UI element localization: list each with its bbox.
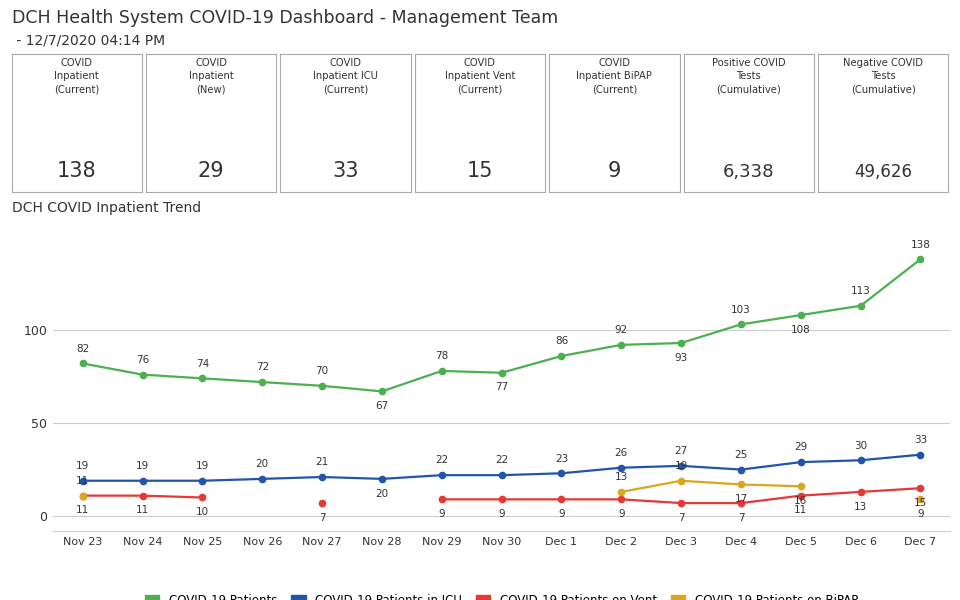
Text: 19: 19	[196, 461, 209, 471]
Text: 19: 19	[675, 461, 687, 471]
Text: 93: 93	[675, 353, 687, 363]
Text: 9: 9	[608, 161, 621, 181]
Text: 11: 11	[136, 505, 149, 515]
Text: 103: 103	[732, 305, 751, 314]
Text: 82: 82	[76, 344, 89, 354]
Text: COVID
Inpatient
(Current): COVID Inpatient (Current)	[54, 58, 100, 95]
Text: COVID
Inpatient BiPAP
(Current): COVID Inpatient BiPAP (Current)	[576, 58, 653, 95]
Text: 72: 72	[255, 362, 269, 373]
Text: 23: 23	[555, 454, 568, 464]
Text: COVID
Inpatient
(New): COVID Inpatient (New)	[189, 58, 233, 95]
Text: DCH COVID Inpatient Trend: DCH COVID Inpatient Trend	[12, 201, 201, 215]
Text: 20: 20	[375, 488, 389, 499]
Text: 22: 22	[495, 455, 508, 466]
Text: 74: 74	[196, 359, 209, 368]
Text: 10: 10	[196, 507, 209, 517]
Text: 9: 9	[618, 509, 625, 519]
Text: 13: 13	[614, 472, 628, 482]
Text: 16: 16	[794, 496, 807, 506]
Text: DCH Health System COVID-19 Dashboard - Management Team: DCH Health System COVID-19 Dashboard - M…	[12, 9, 558, 27]
Text: Negative COVID
Tests
(Cumulative): Negative COVID Tests (Cumulative)	[843, 58, 924, 95]
Text: 11: 11	[76, 505, 89, 515]
Text: 19: 19	[76, 461, 89, 471]
Text: 17: 17	[734, 494, 748, 504]
Text: 9: 9	[498, 509, 505, 519]
Text: 92: 92	[614, 325, 628, 335]
Text: 33: 33	[332, 161, 359, 181]
Text: 26: 26	[614, 448, 628, 458]
Text: 7: 7	[678, 513, 684, 523]
Text: 67: 67	[375, 401, 389, 411]
Text: 13: 13	[854, 502, 867, 512]
Text: 30: 30	[854, 440, 867, 451]
Text: 29: 29	[198, 161, 225, 181]
Text: 21: 21	[316, 457, 328, 467]
Text: 20: 20	[255, 459, 269, 469]
Text: 33: 33	[914, 435, 927, 445]
Text: 138: 138	[57, 161, 97, 181]
Text: 76: 76	[136, 355, 149, 365]
Text: 19: 19	[136, 461, 149, 471]
Text: 9: 9	[558, 509, 564, 519]
Text: Positive COVID
Tests
(Cumulative): Positive COVID Tests (Cumulative)	[712, 58, 785, 95]
Text: 22: 22	[435, 455, 448, 466]
Text: 70: 70	[316, 366, 328, 376]
Text: 138: 138	[910, 239, 930, 250]
Text: 15: 15	[467, 161, 493, 181]
Text: 27: 27	[675, 446, 687, 456]
Text: 86: 86	[555, 337, 568, 346]
Text: 7: 7	[737, 513, 744, 523]
Text: 49,626: 49,626	[854, 163, 912, 181]
Text: COVID
Inpatient ICU
(Current): COVID Inpatient ICU (Current)	[313, 58, 378, 95]
Text: 78: 78	[435, 351, 448, 361]
Text: 25: 25	[734, 450, 748, 460]
Legend: COVID-19 Patients, COVID-19 Patients in ICU, COVID-19 Patients on Vent, COVID-19: COVID-19 Patients, COVID-19 Patients in …	[140, 589, 863, 600]
Text: 9: 9	[917, 509, 924, 519]
Text: 108: 108	[791, 325, 810, 335]
Text: - 12/7/2020 04:14 PM: - 12/7/2020 04:14 PM	[12, 33, 165, 47]
Text: 9: 9	[439, 509, 445, 519]
Text: 113: 113	[851, 286, 871, 296]
Text: 77: 77	[495, 382, 508, 392]
Text: 11: 11	[794, 505, 807, 515]
Text: 6,338: 6,338	[723, 163, 775, 181]
Text: 15: 15	[914, 498, 927, 508]
Text: 29: 29	[794, 442, 807, 452]
Text: 11: 11	[76, 476, 89, 486]
Text: 7: 7	[319, 513, 325, 523]
Text: COVID
Inpatient Vent
(Current): COVID Inpatient Vent (Current)	[444, 58, 516, 95]
